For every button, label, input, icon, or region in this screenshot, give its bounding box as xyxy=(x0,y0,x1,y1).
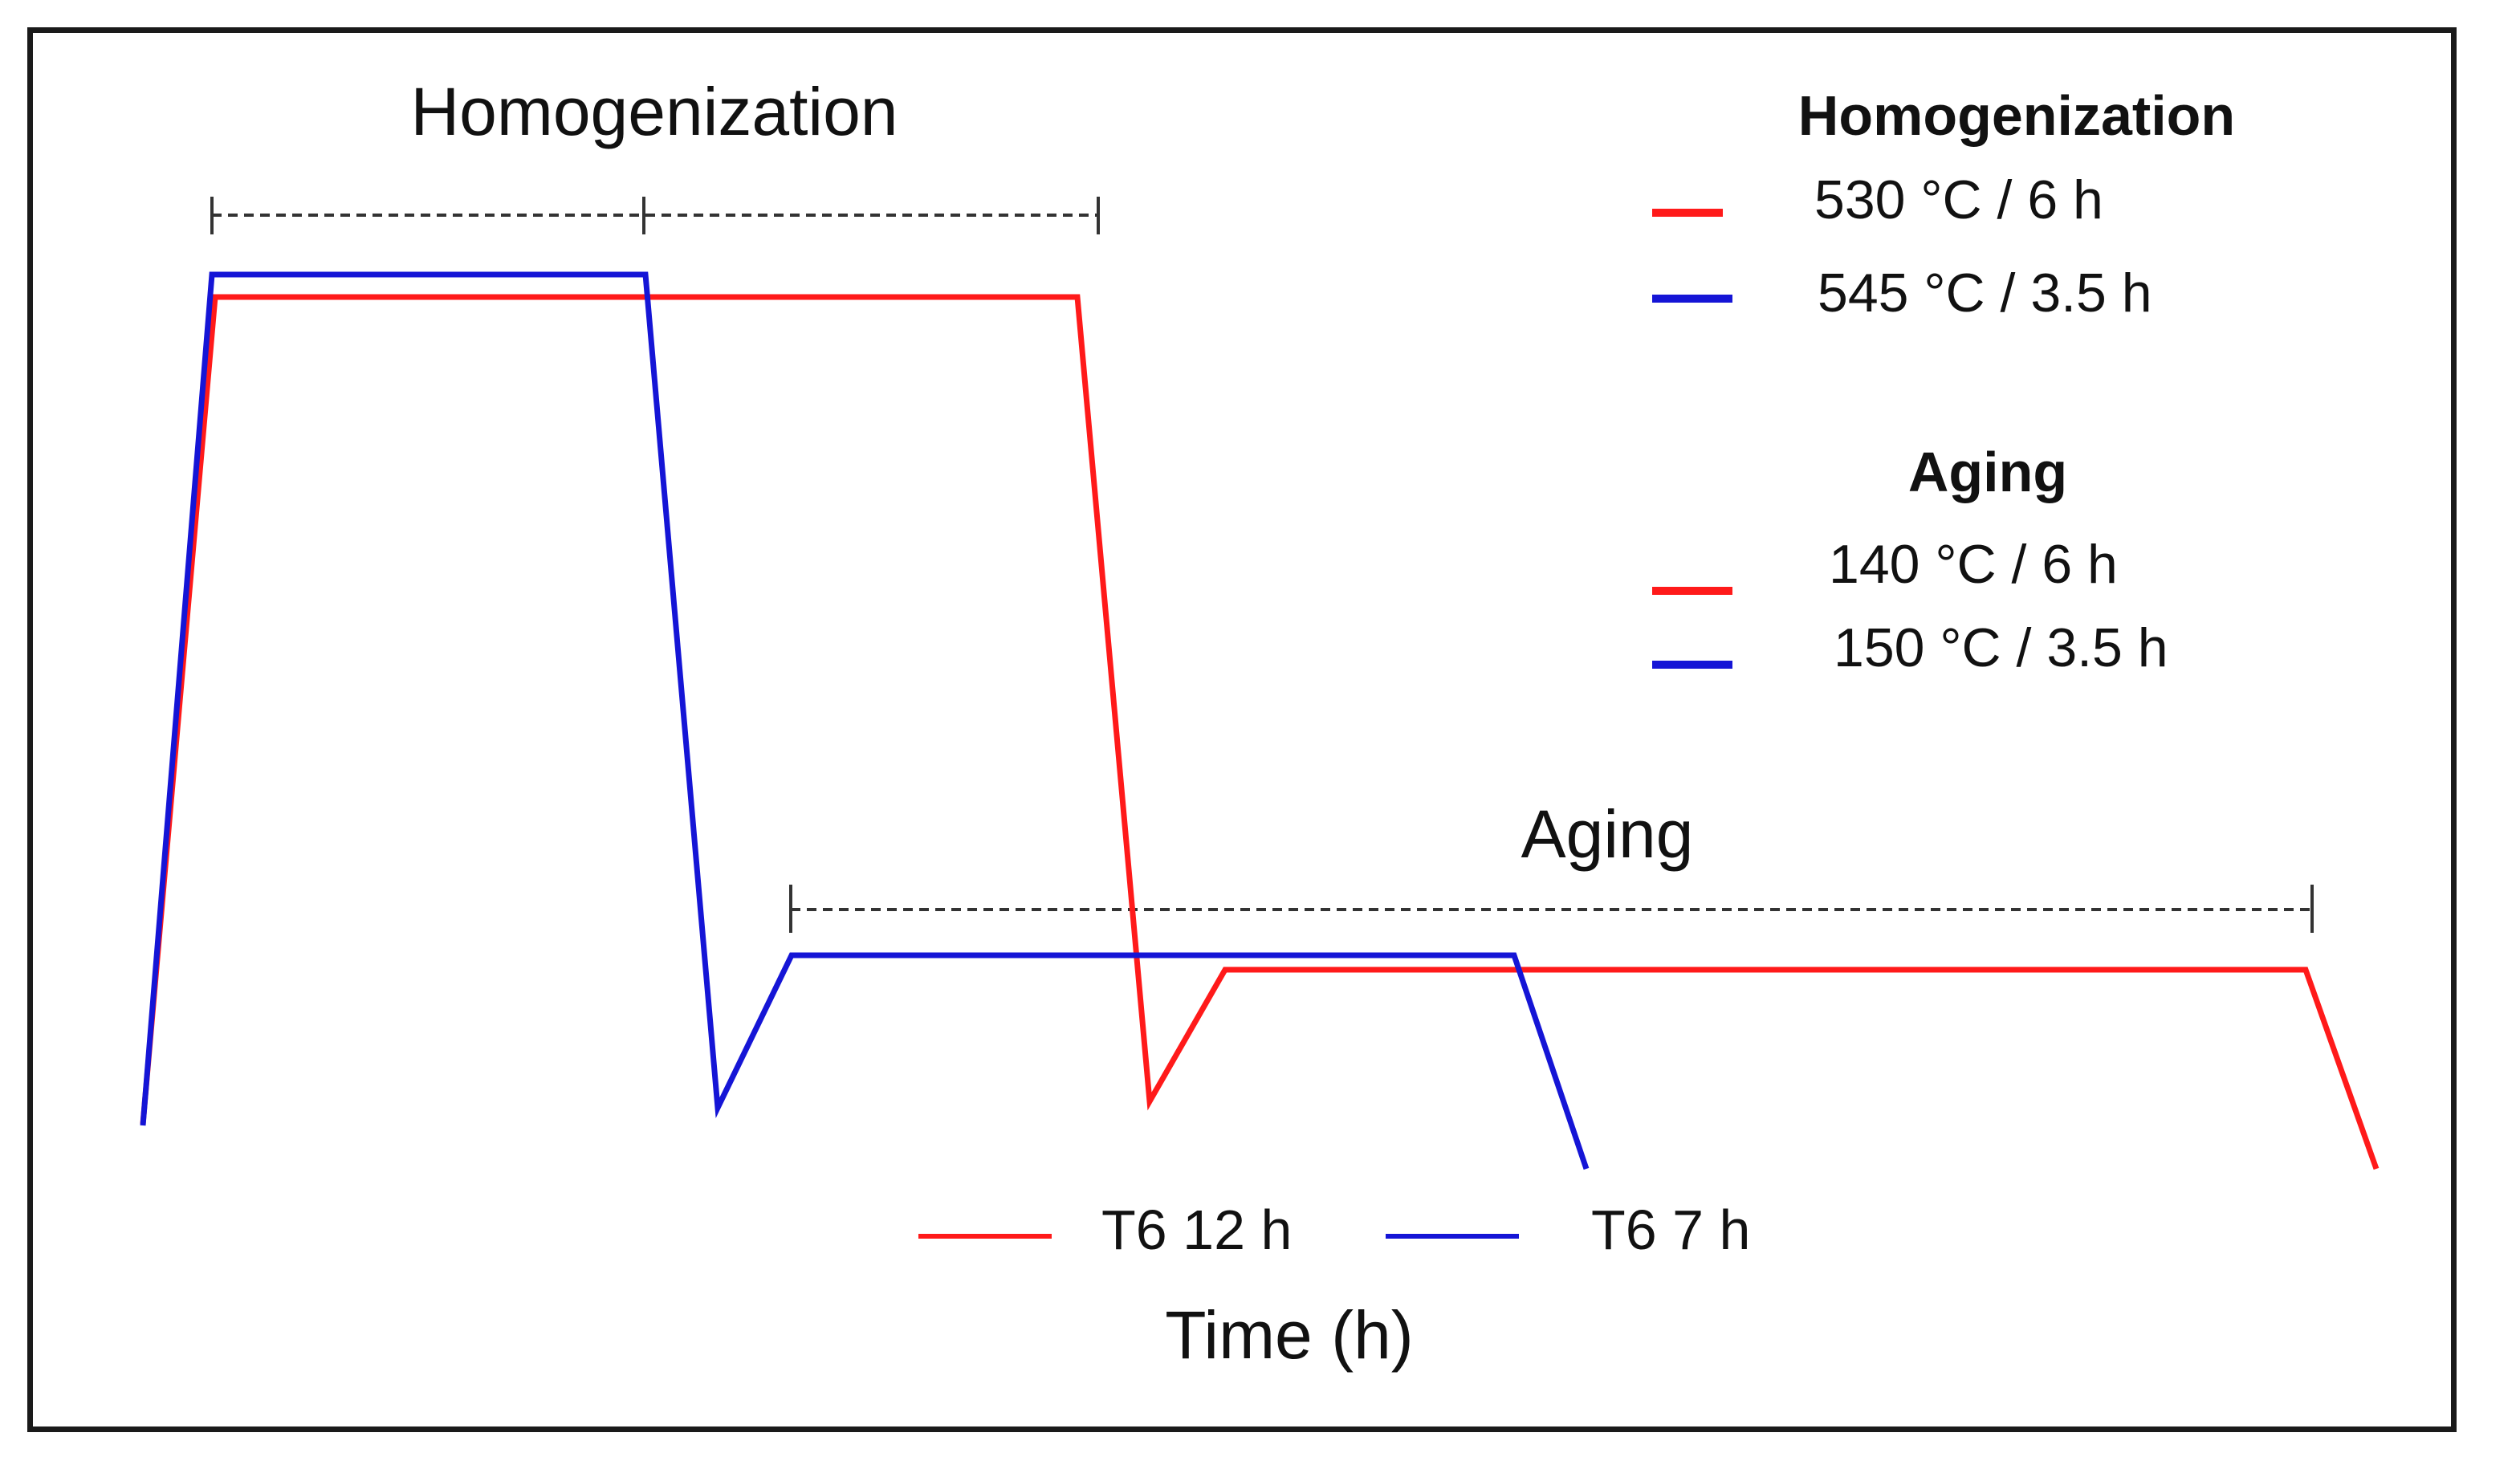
legend-bottom: T6 12 h T6 7 h xyxy=(918,1199,1750,1261)
aging-section-label: Aging xyxy=(1521,796,1694,872)
homogenization-section-label: Homogenization xyxy=(410,74,898,149)
legend-homogenization: Homogenization 530 °C / 6 h 545 °C / 3.5… xyxy=(1652,84,2235,324)
t6-7h-profile-line xyxy=(140,271,1590,1170)
legend-545c-label: 545 °C / 3.5 h xyxy=(1818,263,2152,324)
homogenization-dimension-line xyxy=(210,197,1100,234)
x-axis-label: Time (h) xyxy=(1165,1297,1414,1373)
legend-t6-12h-label: T6 12 h xyxy=(1101,1199,1292,1261)
legend-aging: Aging 140 °C / 6 h 150 °C / 3.5 h xyxy=(1652,441,2168,678)
aging-dimension-line xyxy=(789,885,2314,933)
legend-150c-label: 150 °C / 3.5 h xyxy=(1834,617,2168,678)
t6-12h-profile-line xyxy=(140,294,2380,1170)
legend-aging-title: Aging xyxy=(1908,441,2067,503)
legend-140c-label: 140 °C / 6 h xyxy=(1829,534,2118,595)
diagram-frame xyxy=(27,27,2457,1432)
legend-homogenization-title: Homogenization xyxy=(1798,84,2235,147)
legend-530c-label: 530 °C / 6 h xyxy=(1814,169,2103,230)
legend-t6-7h-label: T6 7 h xyxy=(1591,1199,1750,1261)
